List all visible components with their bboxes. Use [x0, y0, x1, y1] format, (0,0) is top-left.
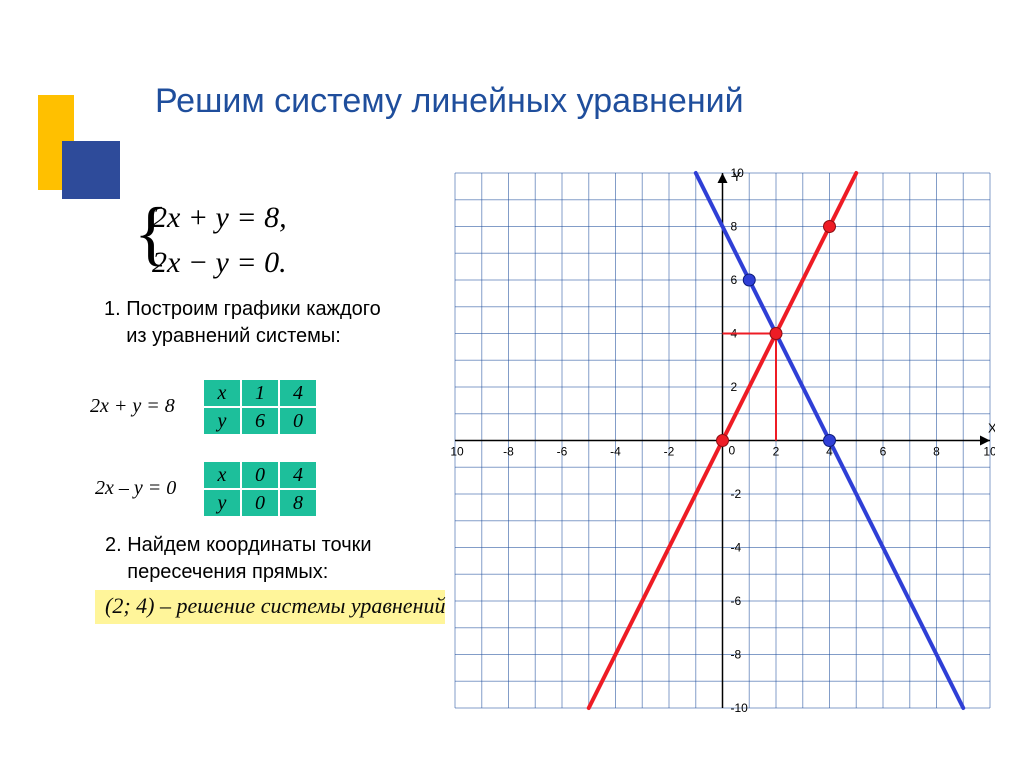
t1-r2c1: y — [203, 407, 241, 435]
step2-text: 2. Найдем координаты точки пересечения п… — [105, 532, 372, 586]
svg-text:-8: -8 — [731, 648, 742, 662]
svg-text:6: 6 — [880, 445, 887, 459]
t2-r2c1: y — [203, 489, 241, 517]
step2-l2: пересечения прямых: — [127, 561, 328, 583]
t2-r1c2: 0 — [241, 461, 279, 489]
t2-r1c1: x — [203, 461, 241, 489]
svg-text:-6: -6 — [557, 445, 568, 459]
eq-label-1: 2x + y = 8 — [90, 395, 175, 418]
page-title: Решим систему линейных уравнений — [155, 82, 744, 121]
table-2: x 0 4 y 0 8 — [202, 460, 318, 518]
t1-r1c3: 4 — [279, 379, 317, 407]
eq-system-line2: 2x − y = 0. — [152, 240, 287, 285]
t1-r2c3: 0 — [279, 407, 317, 435]
eq-label-2: 2x – y = 0 — [95, 477, 176, 500]
equation-system: { 2x + y = 8, 2x − y = 0. — [152, 195, 287, 285]
brace-icon: { — [134, 197, 169, 269]
svg-text:8: 8 — [731, 220, 738, 234]
coordinate-chart: -10-8-6-4-2246810-10-8-6-4-22468100XY — [450, 168, 995, 713]
svg-text:2: 2 — [731, 380, 738, 394]
eq-system-line1: 2x + y = 8, — [152, 195, 287, 240]
t2-r1c3: 4 — [279, 461, 317, 489]
svg-text:-8: -8 — [503, 445, 514, 459]
table-1: x 1 4 y 6 0 — [202, 378, 318, 436]
t1-r2c2: 6 — [241, 407, 279, 435]
svg-text:10: 10 — [983, 445, 995, 459]
t1-r1c1: x — [203, 379, 241, 407]
step1-text: 1. Построим графики каждого из уравнений… — [104, 296, 381, 350]
svg-text:8: 8 — [933, 445, 940, 459]
svg-text:6: 6 — [731, 273, 738, 287]
t2-r2c3: 8 — [279, 489, 317, 517]
svg-text:-4: -4 — [610, 445, 621, 459]
svg-text:X: X — [988, 421, 995, 436]
svg-text:-6: -6 — [731, 594, 742, 608]
t1-r1c2: 1 — [241, 379, 279, 407]
svg-text:-2: -2 — [731, 487, 742, 501]
svg-text:0: 0 — [729, 444, 736, 458]
step2-l1: 2. Найдем координаты точки — [105, 534, 372, 556]
step1-l2: из уравнений системы: — [126, 325, 341, 347]
decor-blue-block — [62, 141, 120, 199]
svg-text:2: 2 — [773, 445, 780, 459]
step1-num: 1. — [104, 298, 121, 320]
svg-text:-2: -2 — [664, 445, 675, 459]
step1-l1: Построим графики каждого — [126, 298, 381, 320]
svg-text:-4: -4 — [731, 541, 742, 555]
svg-text:-10: -10 — [731, 701, 749, 713]
svg-text:-10: -10 — [450, 445, 464, 459]
answer-text: (2; 4) – решение системы уравнений — [105, 593, 445, 619]
svg-text:Y: Y — [733, 169, 742, 184]
t2-r2c2: 0 — [241, 489, 279, 517]
